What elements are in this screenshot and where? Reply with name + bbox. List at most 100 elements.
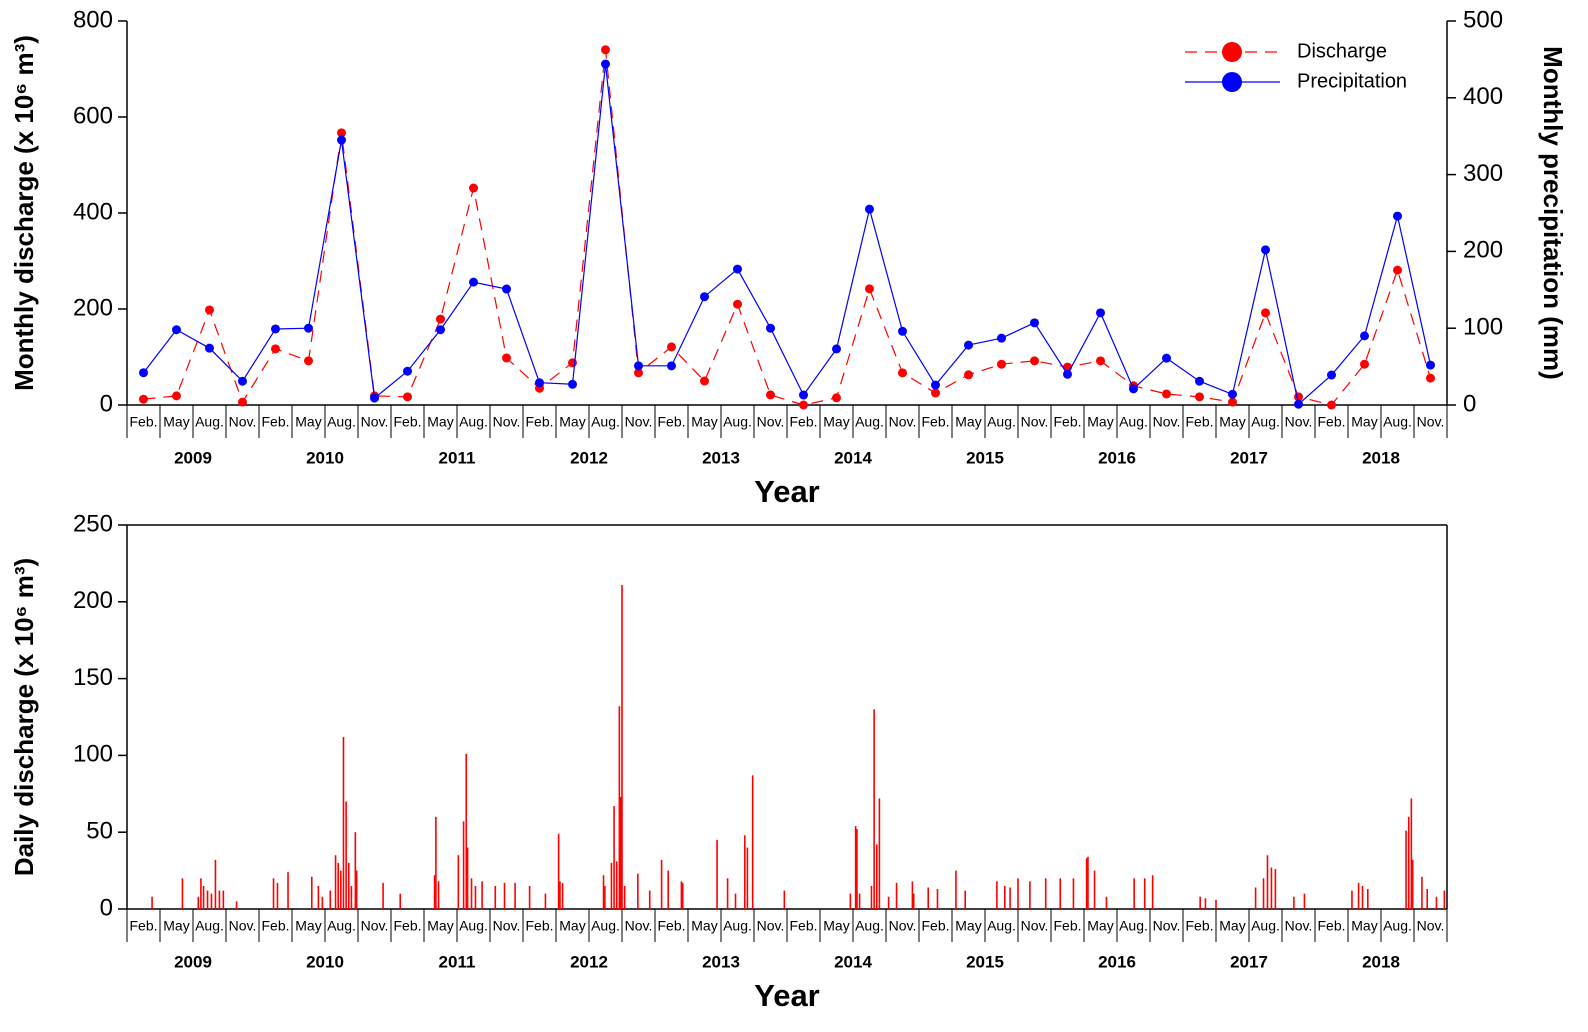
bar <box>602 875 605 909</box>
month-label: Feb. <box>657 918 685 934</box>
month-label: Aug. <box>987 918 1016 934</box>
bar <box>1411 859 1414 909</box>
point <box>1162 353 1171 363</box>
bar <box>457 855 460 909</box>
point <box>997 359 1006 369</box>
point <box>931 380 940 390</box>
month-label: May <box>823 414 849 430</box>
point <box>172 391 181 401</box>
point <box>1393 265 1402 275</box>
bar <box>743 835 746 909</box>
point <box>667 361 676 371</box>
bar <box>660 859 663 909</box>
bar <box>996 881 998 909</box>
point <box>1195 376 1204 386</box>
y-tick-label: 100 <box>73 741 113 768</box>
point <box>1261 308 1270 318</box>
month-label: Aug. <box>1383 414 1412 430</box>
point <box>337 135 346 145</box>
point <box>1195 392 1204 402</box>
point <box>1360 359 1369 369</box>
month-label: Feb. <box>1185 918 1213 934</box>
bar <box>1303 893 1306 909</box>
bar <box>623 885 626 909</box>
month-label: May <box>295 918 321 934</box>
month-label: May <box>691 414 717 430</box>
month-label: Aug. <box>459 918 488 934</box>
bar <box>1435 896 1438 909</box>
point <box>601 59 610 69</box>
bar <box>321 896 324 909</box>
bar <box>1204 898 1207 909</box>
y-tick-label: 600 <box>73 102 113 129</box>
bar <box>1351 890 1353 909</box>
point <box>766 323 775 333</box>
bar <box>1293 896 1295 909</box>
bar <box>235 901 238 909</box>
bar <box>1009 887 1011 909</box>
month-label: Feb. <box>525 918 553 934</box>
bar <box>621 584 623 909</box>
month-label: Feb. <box>1053 414 1081 430</box>
bar <box>637 873 639 909</box>
point <box>1327 370 1336 380</box>
point <box>1030 356 1039 366</box>
y-tick-label: 250 <box>73 510 113 537</box>
point <box>898 368 907 378</box>
bar <box>494 885 497 909</box>
bar <box>561 882 564 909</box>
bar <box>1017 878 1019 909</box>
month-label: Aug. <box>195 414 224 430</box>
bar <box>680 881 683 909</box>
year-label: 2018 <box>1362 448 1400 467</box>
bar <box>849 893 852 909</box>
month-label: May <box>1351 414 1377 430</box>
month-label: Nov. <box>757 414 785 430</box>
point <box>1426 373 1435 383</box>
bar <box>927 887 930 909</box>
point <box>304 323 313 333</box>
point <box>733 264 742 274</box>
bar <box>544 893 547 909</box>
bar <box>433 875 436 909</box>
month-label: May <box>1087 414 1113 430</box>
month-label: May <box>427 918 453 934</box>
bar <box>1410 798 1413 909</box>
bar <box>1085 858 1088 909</box>
month-label: Aug. <box>723 414 752 430</box>
bar <box>751 775 754 909</box>
point <box>1360 331 1369 341</box>
point <box>370 393 379 403</box>
point <box>1162 389 1171 399</box>
point <box>832 393 841 403</box>
month-label: Aug. <box>327 918 356 934</box>
month-label: Aug. <box>723 918 752 934</box>
bar <box>1405 830 1407 909</box>
bar <box>197 896 200 909</box>
point <box>799 390 808 400</box>
bar <box>382 882 384 909</box>
bar <box>206 890 209 909</box>
legend-marker <box>1222 72 1242 92</box>
month-label: Feb. <box>393 918 421 934</box>
bar <box>214 859 217 909</box>
bar <box>613 806 615 909</box>
bar <box>887 896 890 909</box>
point <box>1261 245 1270 255</box>
year-label: 2016 <box>1098 952 1136 971</box>
point <box>1228 397 1237 407</box>
month-label: Nov. <box>757 918 785 934</box>
bar <box>604 885 606 909</box>
bar <box>964 890 966 909</box>
point <box>337 128 346 138</box>
bar <box>342 736 345 909</box>
bar <box>783 890 786 909</box>
bar <box>503 882 506 909</box>
point <box>1096 308 1105 318</box>
point <box>931 388 940 398</box>
y-tick-label: 0 <box>100 390 113 417</box>
month-label: Aug. <box>591 414 620 430</box>
month-label: Aug. <box>591 918 620 934</box>
